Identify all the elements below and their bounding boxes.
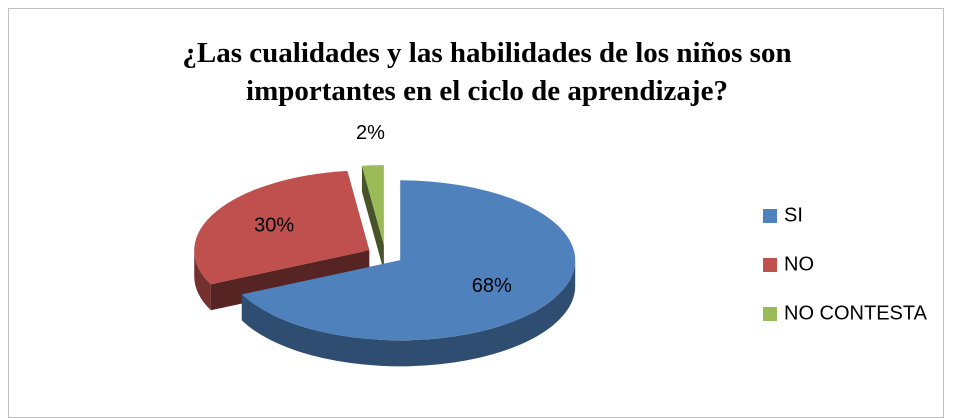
- slice-side: [241, 260, 576, 367]
- slice-side: [194, 250, 211, 311]
- data-label: 2%: [356, 122, 385, 144]
- legend-label: SI: [784, 204, 803, 226]
- legend-label: NO: [784, 253, 814, 275]
- slice: [194, 170, 370, 285]
- slice-edge: [361, 165, 384, 272]
- slice: [361, 165, 384, 246]
- chart-title: ¿Las cualidades y las habilidades de los…: [182, 37, 792, 107]
- chart: 68% 30% 2% SI NO NO CONTESTA: [194, 122, 928, 367]
- legend-label: NO CONTESTA: [784, 302, 928, 324]
- legend-swatch: [763, 258, 777, 272]
- legend-swatch: [763, 209, 777, 223]
- legend-swatch: [763, 307, 777, 321]
- data-label: 68%: [472, 275, 512, 297]
- data-label: 30%: [254, 215, 294, 237]
- slice: [241, 180, 576, 341]
